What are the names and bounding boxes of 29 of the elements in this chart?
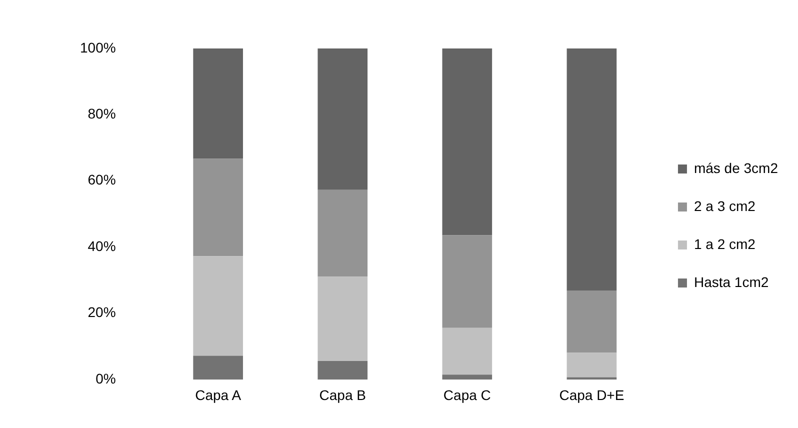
bar [442, 235, 492, 328]
bar [566, 352, 617, 378]
bar [442, 48, 492, 236]
bar [318, 48, 368, 190]
y-tick-label: 0% [96, 370, 116, 386]
x-tick-label: Capa C [443, 386, 491, 403]
bar [442, 374, 492, 380]
y-tick-label: 100% [80, 39, 116, 56]
y-tick-label: 20% [88, 304, 116, 320]
x-tick-label: Capa A [195, 386, 242, 403]
bar [318, 276, 368, 362]
bar [193, 48, 243, 159]
bar [193, 356, 243, 380]
x-tick-label: Capa B [319, 386, 366, 403]
x-tick-label: Capa D+E [559, 386, 624, 403]
y-tick-label: 60% [88, 172, 116, 188]
bar [318, 361, 368, 380]
legend-label: 2 a 3 cm2 [694, 198, 756, 214]
bar [566, 290, 617, 353]
y-tick-label: 80% [88, 106, 116, 122]
bar [566, 48, 617, 291]
y-tick-label: 40% [88, 238, 116, 254]
legend-label: 1 a 2 cm2 [694, 236, 756, 252]
bar [193, 256, 243, 356]
legend-label: Hasta 1cm2 [694, 274, 769, 290]
bar [318, 190, 368, 277]
legend-label: más de 3cm2 [694, 160, 778, 176]
bar [442, 328, 492, 375]
bar [193, 158, 243, 256]
